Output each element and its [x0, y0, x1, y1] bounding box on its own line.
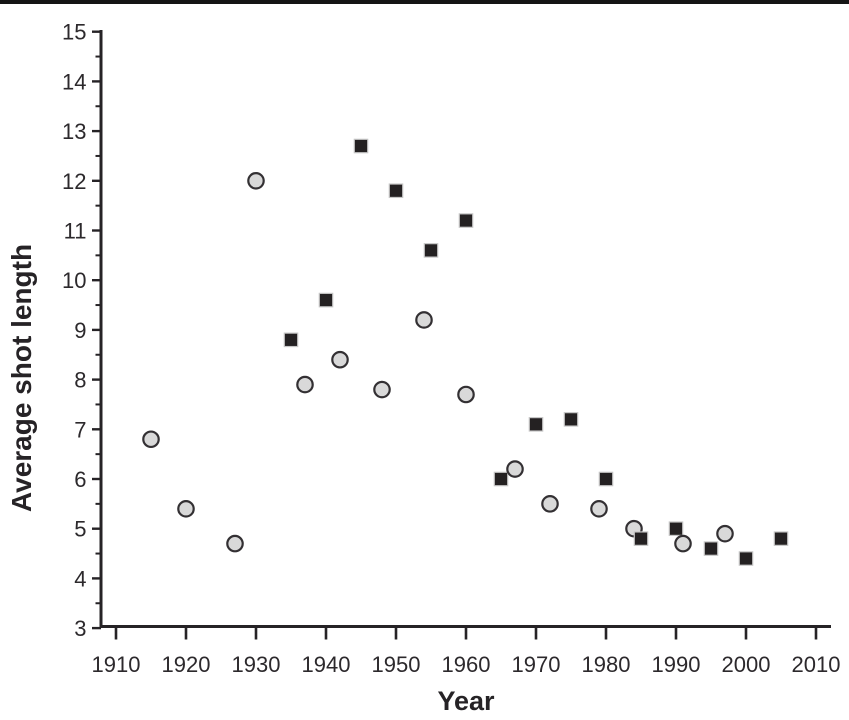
- data-point-square: [563, 412, 579, 427]
- x-tick-label: 1990: [652, 652, 701, 677]
- y-tick-label: 15: [62, 20, 86, 45]
- data-point-circle: [590, 500, 608, 518]
- data-point-circle: [142, 430, 160, 449]
- data-point-square: [773, 531, 789, 546]
- x-tick-label: 1960: [442, 652, 491, 677]
- data-point-square: [598, 471, 614, 487]
- data-point-circle: [373, 380, 391, 399]
- y-tick-label: 8: [74, 368, 86, 393]
- x-tick-label: 1940: [302, 652, 351, 677]
- y-tick-label: 14: [62, 69, 86, 94]
- data-point-square: [423, 243, 439, 258]
- data-point-square: [738, 551, 754, 566]
- data-point-circle: [331, 350, 349, 369]
- data-point-square: [703, 541, 719, 556]
- data-point-square: [528, 417, 544, 432]
- data-point-circle: [226, 534, 244, 553]
- data-point-square: [318, 292, 334, 308]
- y-tick-label: 12: [62, 169, 86, 194]
- y-tick-label: 13: [62, 119, 86, 144]
- data-point-square: [633, 531, 649, 546]
- x-tick-label: 1930: [232, 652, 281, 677]
- y-axis-title: Average shot length: [6, 243, 37, 513]
- y-tick-label: 6: [74, 467, 86, 492]
- y-tick-label: 10: [62, 268, 86, 293]
- data-point-circle: [716, 524, 734, 543]
- data-point-square: [668, 521, 684, 536]
- data-point-square: [388, 183, 404, 199]
- data-point-circle: [415, 311, 433, 329]
- y-tick-label: 9: [74, 318, 86, 343]
- x-tick-label: 1950: [372, 652, 421, 677]
- y-tick-label: 4: [74, 566, 86, 591]
- data-point-circle: [541, 495, 559, 513]
- data-point-circle: [177, 500, 195, 518]
- x-axis-title: Year: [437, 686, 495, 716]
- data-point-circle: [674, 534, 692, 553]
- data-point-square: [493, 471, 509, 487]
- x-tick-label: 2000: [722, 652, 771, 677]
- x-tick-label: 1920: [162, 652, 211, 677]
- data-point-square: [458, 213, 474, 228]
- data-point-circle: [296, 375, 314, 394]
- x-tick-label: 1910: [92, 652, 141, 677]
- y-tick-label: 5: [74, 517, 86, 542]
- data-point-circle: [457, 385, 475, 404]
- data-point-circle: [506, 460, 524, 478]
- x-tick-label: 1980: [582, 652, 631, 677]
- x-tick-label: 2010: [792, 652, 841, 677]
- data-point-circle: [247, 172, 265, 190]
- y-tick-label: 7: [74, 417, 86, 442]
- y-tick-label: 3: [74, 616, 86, 641]
- data-point-square: [353, 138, 369, 154]
- top-border-rule: [0, 0, 849, 4]
- x-tick-label: 1970: [512, 652, 561, 677]
- y-tick-label: 11: [64, 219, 87, 244]
- data-point-square: [283, 332, 299, 348]
